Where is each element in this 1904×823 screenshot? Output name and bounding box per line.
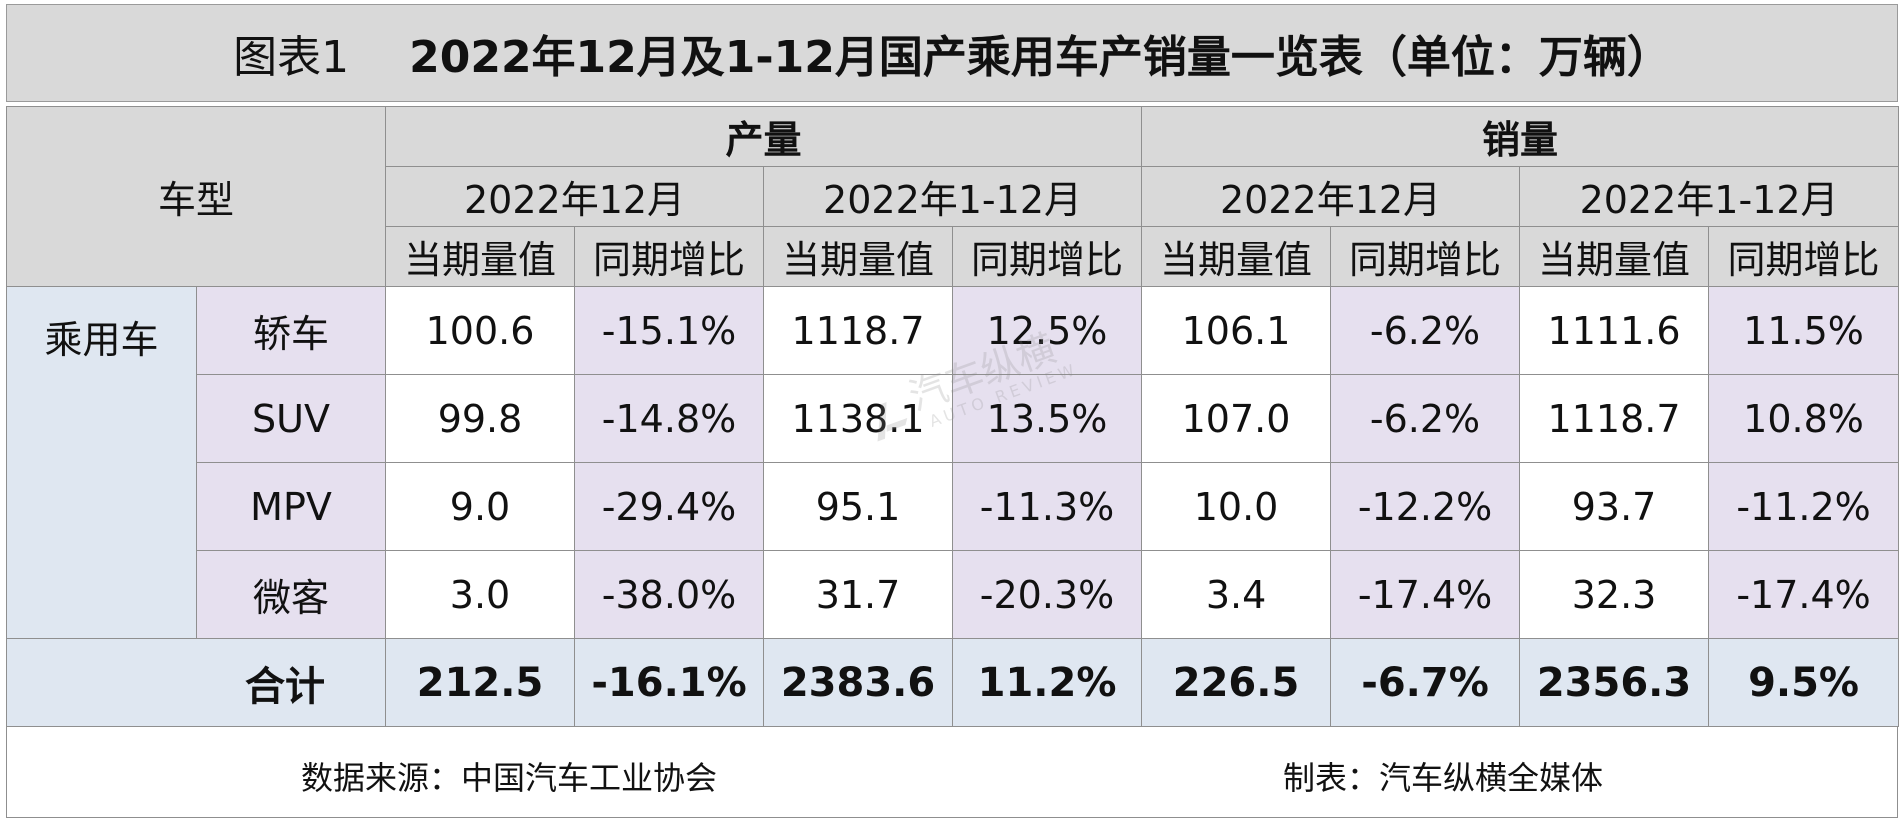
cell-value: 3.4	[1141, 550, 1332, 639]
cell-value: 1111.6	[1519, 286, 1710, 375]
cell-value: 100.6	[385, 286, 576, 375]
total-label: 合计	[5, 638, 387, 727]
cell-value: 1118.7	[763, 286, 954, 375]
data-source: 数据来源：中国汽车工业协会	[301, 759, 718, 797]
cell-growth: 11.5%	[1708, 286, 1900, 375]
figure-label: 图表1	[233, 32, 350, 83]
cell-value: 9.0	[385, 462, 576, 551]
header-period: 2022年1-12月	[1519, 166, 1900, 227]
header-period: 2022年12月	[385, 166, 765, 227]
table-row: 微客 3.0 -38.0% 31.7 -20.3% 3.4 -17.4% 32.…	[7, 550, 1900, 639]
header-value: 当期量值	[763, 226, 954, 287]
cell-value: 3.0	[385, 550, 576, 639]
header-row-1: 车型 产量 销量	[5, 106, 1900, 287]
total-value: 2356.3	[1519, 638, 1710, 727]
cell-growth: -14.8%	[574, 374, 765, 463]
cell-value: 99.8	[385, 374, 576, 463]
header-vehicle-type: 车型	[5, 106, 387, 287]
header-growth: 同期增比	[574, 226, 765, 287]
cell-growth: -17.4%	[1330, 550, 1521, 639]
cell-value: 1138.1	[763, 374, 954, 463]
table-frame: 图表1 2022年12月及1-12月国产乘用车产销量一览表（单位：万辆） 车型 …	[5, 4, 1900, 819]
row-name: 轿车	[195, 286, 387, 375]
cell-value: 10.0	[1141, 462, 1332, 551]
footer: 数据来源：中国汽车工业协会 制表：汽车纵横全媒体	[6, 726, 1898, 818]
cell-growth: -12.2%	[1330, 462, 1521, 551]
cell-value: 93.7	[1519, 462, 1710, 551]
total-growth: -16.1%	[574, 638, 765, 727]
total-row: 合计 212.5 -16.1% 2383.6 11.2% 226.5 -6.7%…	[5, 638, 1900, 727]
table-row: SUV 99.8 -14.8% 1138.1 13.5% 107.0 -6.2%…	[7, 374, 1900, 463]
cell-growth: -15.1%	[574, 286, 765, 375]
cell-growth: -20.3%	[952, 550, 1143, 639]
table-row: 乘用车 轿车 100.6 -15.1% 1118.7 12.5% 106.1 -…	[6, 286, 1900, 639]
table-maker: 制表：汽车纵横全媒体	[1283, 759, 1604, 797]
cell-growth: -17.4%	[1708, 550, 1900, 639]
total-value: 2383.6	[763, 638, 954, 727]
header-value: 当期量值	[1519, 226, 1710, 287]
total-growth: 11.2%	[952, 638, 1143, 727]
header-growth: 同期增比	[1708, 226, 1900, 287]
header-sales: 销量	[1141, 106, 1900, 167]
cell-growth: -6.2%	[1330, 374, 1521, 463]
cell-growth: 13.5%	[952, 374, 1143, 463]
table-row: MPV 9.0 -29.4% 95.1 -11.3% 10.0 -12.2% 9…	[7, 462, 1900, 551]
cell-growth: 10.8%	[1708, 374, 1900, 463]
cell-value: 106.1	[1141, 286, 1332, 375]
row-name: MPV	[195, 462, 387, 551]
category-cell: 乘用车	[6, 286, 197, 639]
cell-value: 95.1	[763, 462, 954, 551]
cell-growth: 12.5%	[952, 286, 1143, 375]
header-value: 当期量值	[1141, 226, 1332, 287]
watermark: 汽车纵横 AUTO REVIEW	[853, 318, 1081, 490]
data-table: 车型 产量 销量 2022年12月 2022年1-12月 2022年12月 20…	[5, 106, 1900, 727]
table-title: 2022年12月及1-12月国产乘用车产销量一览表（单位：万辆）	[409, 32, 1671, 83]
title-bar: 图表1 2022年12月及1-12月国产乘用车产销量一览表（单位：万辆）	[6, 4, 1898, 102]
header-production: 产量	[385, 106, 1143, 167]
header-growth: 同期增比	[952, 226, 1143, 287]
header-row-2: 2022年12月 2022年1-12月 2022年12月 2022年1-12月	[7, 166, 1900, 227]
cell-value: 32.3	[1519, 550, 1710, 639]
watermark-logo-icon	[877, 402, 908, 442]
total-growth: -6.7%	[1330, 638, 1521, 727]
row-name: 微客	[195, 550, 387, 639]
cell-value: 31.7	[763, 550, 954, 639]
cell-value: 107.0	[1141, 374, 1332, 463]
header-growth: 同期增比	[1330, 226, 1521, 287]
header-period: 2022年12月	[1141, 166, 1521, 227]
total-value: 226.5	[1141, 638, 1332, 727]
cell-growth: -11.3%	[952, 462, 1143, 551]
row-name: SUV	[195, 374, 387, 463]
cell-value: 1118.7	[1519, 374, 1710, 463]
total-value: 212.5	[385, 638, 576, 727]
cell-growth: -6.2%	[1330, 286, 1521, 375]
cell-growth: -29.4%	[574, 462, 765, 551]
cell-growth: -11.2%	[1708, 462, 1900, 551]
header-value: 当期量值	[385, 226, 576, 287]
header-period: 2022年1-12月	[763, 166, 1143, 227]
total-growth: 9.5%	[1708, 638, 1900, 727]
cell-growth: -38.0%	[574, 550, 765, 639]
